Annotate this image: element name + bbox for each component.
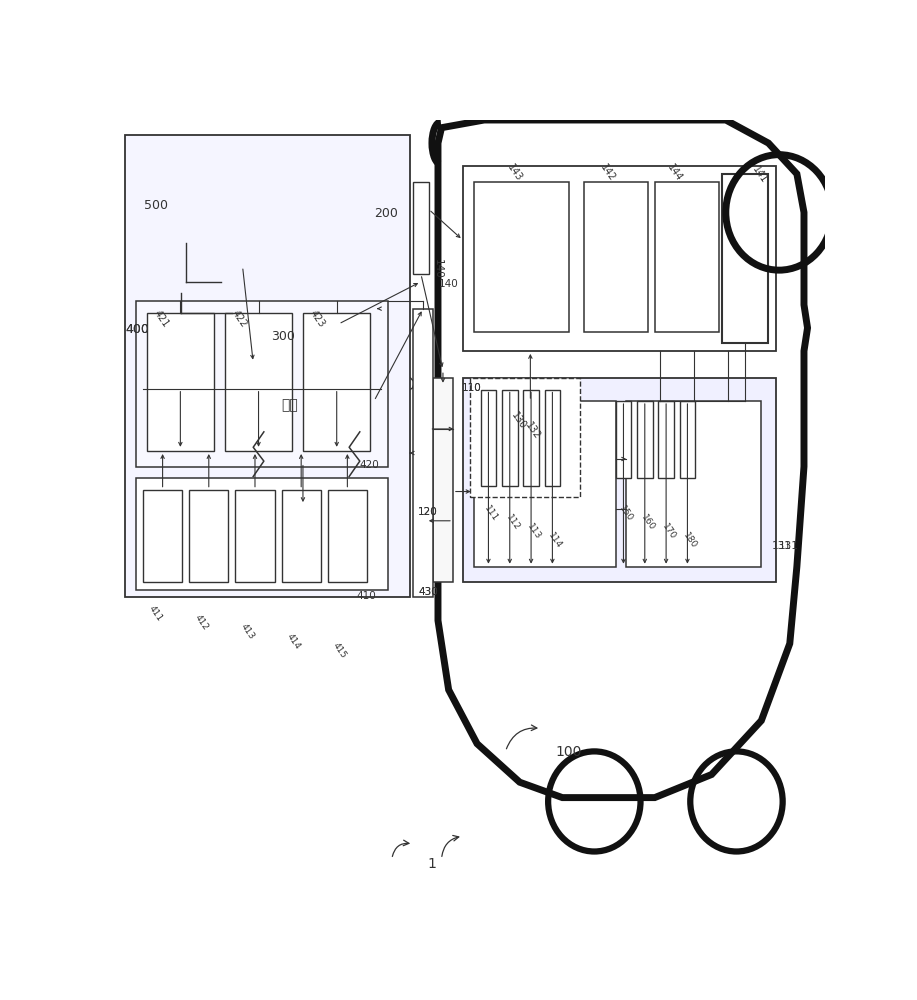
- Text: 422: 422: [230, 308, 249, 329]
- Text: 430: 430: [419, 587, 438, 597]
- Bar: [225, 312, 293, 451]
- Text: 1: 1: [427, 857, 436, 871]
- Bar: [584, 182, 647, 332]
- Text: 网络: 网络: [282, 399, 298, 413]
- Text: 100: 100: [556, 745, 581, 759]
- Bar: [143, 490, 182, 582]
- Bar: [303, 312, 370, 451]
- Text: 415: 415: [331, 641, 348, 660]
- Text: 143: 143: [505, 162, 525, 183]
- Bar: [524, 389, 539, 486]
- Text: 413: 413: [239, 622, 256, 641]
- Text: 112: 112: [504, 513, 521, 532]
- Bar: [413, 182, 429, 274]
- Bar: [615, 401, 631, 478]
- Text: 140: 140: [433, 259, 443, 278]
- Text: 150: 150: [618, 504, 635, 523]
- Text: 180: 180: [681, 531, 699, 551]
- Bar: [637, 401, 653, 478]
- Text: 142: 142: [598, 162, 617, 183]
- Bar: [147, 312, 215, 451]
- Text: 400: 400: [126, 323, 149, 336]
- Bar: [126, 135, 410, 597]
- Bar: [433, 378, 453, 582]
- Bar: [236, 490, 274, 582]
- Text: 411: 411: [147, 604, 164, 623]
- Text: 412: 412: [193, 613, 210, 632]
- Bar: [473, 401, 615, 567]
- Bar: [136, 478, 388, 590]
- Bar: [136, 301, 388, 466]
- Bar: [473, 182, 569, 332]
- Text: 131: 131: [772, 541, 792, 551]
- Text: 131: 131: [779, 541, 799, 551]
- Text: 111: 111: [482, 504, 500, 523]
- Text: 430: 430: [419, 587, 438, 597]
- Bar: [545, 389, 560, 486]
- Text: 423: 423: [308, 308, 326, 329]
- Bar: [626, 401, 761, 567]
- Bar: [723, 174, 768, 343]
- Text: 500: 500: [145, 199, 169, 212]
- Bar: [463, 378, 776, 582]
- Text: 141: 141: [751, 164, 769, 185]
- Bar: [463, 166, 776, 351]
- Bar: [282, 490, 321, 582]
- Text: 421: 421: [151, 308, 171, 329]
- Bar: [481, 389, 496, 486]
- Text: 140: 140: [438, 279, 458, 289]
- Bar: [679, 401, 695, 478]
- Text: 113: 113: [525, 522, 543, 541]
- Bar: [655, 182, 719, 332]
- Text: 132: 132: [524, 421, 542, 442]
- Text: 200: 200: [374, 207, 398, 220]
- Bar: [658, 401, 674, 478]
- Text: 110: 110: [461, 383, 481, 393]
- Text: 300: 300: [271, 330, 295, 343]
- Text: 420: 420: [359, 460, 380, 470]
- Text: 170: 170: [660, 522, 678, 541]
- Text: 410: 410: [356, 591, 376, 601]
- Text: 160: 160: [639, 513, 657, 532]
- Text: 114: 114: [547, 531, 564, 551]
- Bar: [413, 309, 433, 597]
- Text: 130: 130: [509, 411, 528, 432]
- Text: 144: 144: [666, 162, 684, 183]
- Text: 120: 120: [418, 507, 437, 517]
- Bar: [189, 490, 228, 582]
- Text: 400: 400: [126, 323, 149, 336]
- Bar: [470, 378, 580, 497]
- Text: 110: 110: [461, 383, 481, 393]
- Bar: [502, 389, 517, 486]
- Text: 120: 120: [418, 507, 437, 517]
- Bar: [328, 490, 367, 582]
- Text: 414: 414: [285, 632, 303, 651]
